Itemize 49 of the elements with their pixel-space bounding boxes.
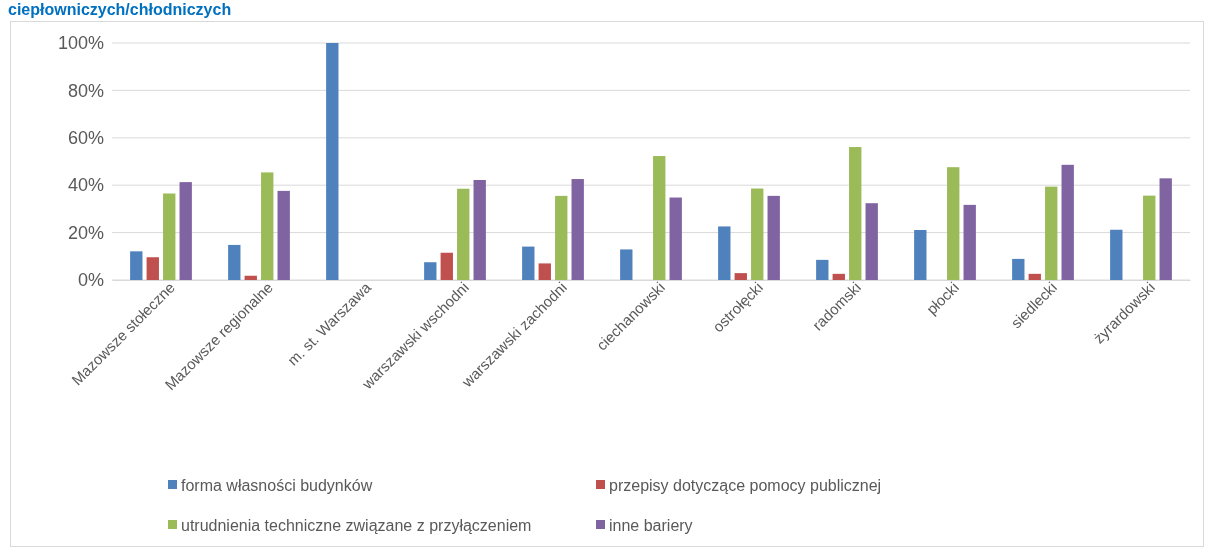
bar (963, 204, 976, 280)
bar (620, 249, 633, 280)
bar (947, 167, 960, 280)
legend-label: utrudnienia techniczne związane z przyłączeniem (181, 516, 532, 534)
y-tick-label: 60% (67, 128, 104, 149)
legend-label: inne bariery (609, 516, 693, 534)
legend-label: przepisy dotyczące pomocy publicznej (609, 476, 882, 494)
bar (849, 147, 862, 280)
bar (1045, 186, 1058, 280)
legend-label: forma własności budynków (181, 476, 373, 494)
bar (538, 263, 551, 280)
y-tick-label: 40% (67, 175, 104, 196)
bar (1110, 229, 1123, 280)
bar (179, 182, 192, 280)
bar (734, 273, 747, 280)
bar (457, 188, 470, 280)
y-tick-label: 80% (67, 80, 104, 101)
bar (163, 193, 176, 280)
bar (424, 262, 437, 280)
bar (228, 244, 241, 280)
bar (718, 226, 731, 280)
bar (669, 197, 682, 280)
bar (1159, 178, 1172, 280)
bar (914, 229, 927, 280)
y-tick-label: 100% (57, 33, 104, 54)
bar (1061, 164, 1074, 280)
bar (653, 156, 666, 280)
bar (865, 203, 878, 280)
bar (522, 246, 535, 280)
bar (277, 190, 290, 280)
bar (473, 179, 486, 280)
y-tick-label: 0% (77, 270, 104, 291)
chart-title: ciepłowniczych/chłodniczych (8, 1, 232, 18)
bar (326, 43, 339, 280)
bar (244, 275, 257, 280)
bar (571, 179, 584, 280)
y-tick-label: 20% (67, 222, 104, 243)
bar (130, 251, 143, 280)
bar (832, 273, 845, 280)
bar (816, 259, 829, 280)
bar (751, 188, 764, 280)
bar (1028, 273, 1041, 280)
bar (1143, 195, 1156, 280)
bar (261, 172, 274, 280)
bar (555, 195, 568, 280)
bar (146, 257, 159, 280)
bar (767, 195, 780, 280)
bar (440, 252, 453, 280)
bar (1012, 258, 1025, 280)
